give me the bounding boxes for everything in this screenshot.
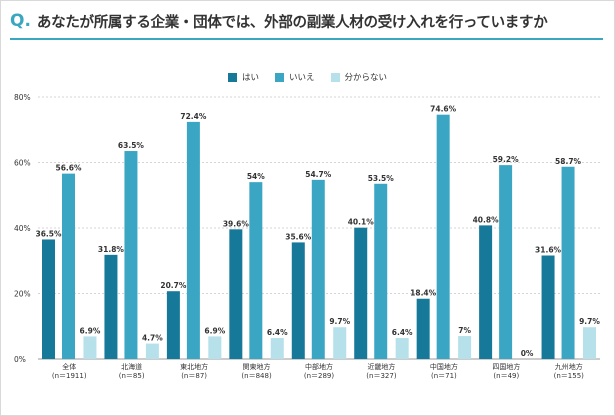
data-label: 31.6% [535,246,562,255]
bar [561,166,575,359]
x-tick-label: 全体 [62,362,76,371]
x-tick-label: 中部地方 [305,362,333,371]
bar [436,114,450,359]
legend-swatch-iie [274,72,284,82]
bar [83,336,97,359]
data-label: 9.7% [579,317,600,326]
y-tick-label: 40% [14,224,31,233]
data-label: 59.2% [493,155,520,164]
legend-swatch-wakaranai [330,72,340,82]
data-label: 9.7% [329,317,350,326]
question-mark: Q. [10,11,31,31]
bar [186,121,200,359]
bar [354,227,368,359]
bar [124,151,138,359]
chart-legend: はい いいえ 分からない [0,71,615,83]
bar [166,291,180,359]
x-tick-sublabel: (n＝87) [181,372,207,380]
data-label: 20.7% [160,281,187,290]
data-label: 6.9% [80,326,101,335]
data-label: 35.6% [285,232,312,241]
data-label: 6.9% [204,326,225,335]
question-header: Q. あなたが所属する企業・団体では、外部の副業人材の受け入れを行っていますか [10,8,548,34]
bar [333,327,347,359]
x-tick-label: 東北地方 [180,362,208,371]
x-tick-label: 中国地方 [430,362,458,371]
x-tick-label: 九州地方 [555,362,583,371]
bar [395,338,409,359]
data-label: 36.5% [35,229,62,238]
x-tick-label: 四国地方 [492,362,520,371]
bar [479,225,493,359]
data-label: 74.6% [430,105,457,114]
data-label: 40.8% [473,215,500,224]
data-label: 54% [247,172,265,181]
data-label: 58.7% [555,157,582,166]
data-label: 72.4% [180,112,207,121]
y-tick-label: 60% [14,159,31,168]
legend-label-iie: いいえ [288,73,315,83]
question-underline [10,38,603,40]
data-label: 54.7% [305,170,332,179]
bar [374,183,388,359]
x-tick-sublabel: (n＝155) [554,372,585,380]
y-tick-label: 0% [14,355,26,364]
data-label: 6.4% [392,328,413,337]
data-label: 31.8% [98,245,125,254]
bar [458,336,472,359]
data-label: 53.5% [368,174,395,183]
data-label: 4.7% [142,334,163,343]
legend-label-wakaranai: 分からない [344,73,388,83]
bar [208,336,222,359]
legend-swatch-hai [227,72,237,82]
x-tick-sublabel: (n＝848) [241,372,272,380]
data-label: 18.4% [410,289,437,298]
legend-item-iie: いいえ [274,71,315,83]
bar [416,298,430,359]
legend-item-hai: はい [227,71,259,83]
data-label: 63.5% [118,141,145,150]
bar [145,343,159,359]
x-tick-label: 近畿地方 [367,362,395,371]
x-tick-label: 関東地方 [243,362,271,371]
data-label: 7% [458,326,471,335]
bar [62,173,75,359]
y-tick-label: 80% [14,93,31,102]
legend-item-wakaranai: 分からない [330,71,388,83]
bar [104,254,118,359]
data-label: 56.6% [55,164,82,173]
bar [249,182,263,359]
legend-label-hai: はい [241,73,259,83]
bar [541,255,555,359]
question-text: あなたが所属する企業・団体では、外部の副業人材の受け入れを行っていますか [36,14,548,31]
bar [270,338,284,359]
bar [229,229,243,359]
x-tick-sublabel: (n＝49) [493,372,519,380]
x-tick-sublabel: (n＝71) [431,372,457,380]
x-tick-label: 北海道 [121,362,142,371]
bar [499,165,513,359]
x-tick-sublabel: (n＝327) [366,372,397,380]
data-label: 39.6% [223,219,250,228]
bar [291,242,305,359]
data-label: 40.1% [348,218,375,227]
bar [42,239,55,359]
x-tick-sublabel: (n＝85) [119,372,145,380]
x-tick-sublabel: (n＝289) [304,372,335,380]
data-label: 6.4% [267,328,288,337]
x-tick-sublabel: (n＝1911) [52,372,87,380]
y-tick-label: 20% [14,290,31,299]
bar [311,179,325,359]
data-label: 0% [521,349,534,358]
bar [583,327,596,359]
